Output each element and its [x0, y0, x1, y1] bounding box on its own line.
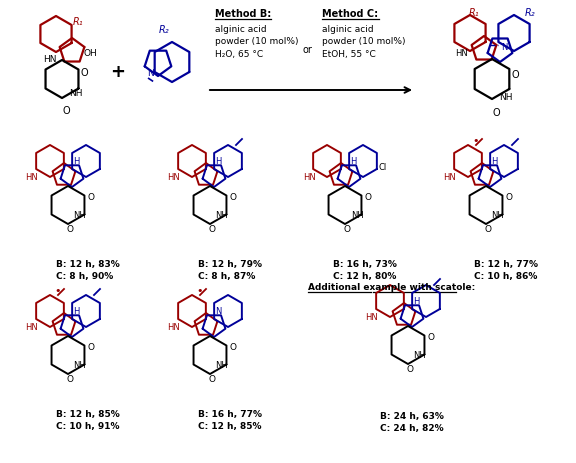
Text: B: 12 h, 83%: B: 12 h, 83%: [56, 261, 120, 269]
Text: O: O: [209, 225, 215, 234]
Text: R₁: R₁: [469, 8, 479, 18]
Text: NH: NH: [215, 361, 228, 369]
Text: powder (10 mol%): powder (10 mol%): [215, 38, 298, 46]
Text: NH: NH: [215, 211, 228, 219]
Text: C: 12 h, 80%: C: 12 h, 80%: [333, 273, 396, 282]
Text: H: H: [73, 307, 79, 315]
Text: B: 12 h, 79%: B: 12 h, 79%: [198, 261, 262, 269]
Text: Additional example with scatole:: Additional example with scatole:: [308, 282, 475, 292]
Text: NH: NH: [492, 211, 505, 219]
Text: O: O: [229, 193, 237, 201]
Text: O: O: [80, 68, 88, 78]
Text: NH: NH: [74, 211, 86, 219]
Text: R₂: R₂: [158, 25, 169, 35]
Text: O: O: [506, 193, 513, 201]
Text: EtOH, 55 °C: EtOH, 55 °C: [322, 50, 376, 58]
Text: O: O: [407, 365, 414, 375]
Text: N: N: [501, 43, 507, 51]
Text: HN: HN: [168, 173, 180, 181]
Text: powder (10 mol%): powder (10 mol%): [322, 38, 406, 46]
Text: B: 16 h, 73%: B: 16 h, 73%: [333, 261, 397, 269]
Text: H: H: [491, 156, 497, 165]
Text: O: O: [511, 70, 519, 80]
Text: HN: HN: [43, 55, 57, 63]
Text: R₂: R₂: [525, 8, 535, 18]
Text: C: 24 h, 82%: C: 24 h, 82%: [380, 425, 444, 433]
Text: HN: HN: [366, 313, 378, 321]
Text: HN: HN: [25, 173, 39, 181]
Text: C: 8 h, 87%: C: 8 h, 87%: [198, 273, 255, 282]
Text: O: O: [343, 225, 351, 234]
Text: B: 16 h, 77%: B: 16 h, 77%: [198, 411, 262, 419]
Text: O: O: [88, 193, 94, 201]
Text: NH: NH: [414, 350, 426, 359]
Text: or: or: [302, 45, 312, 55]
Text: HN: HN: [456, 49, 468, 57]
Text: O: O: [62, 106, 70, 116]
Text: N: N: [215, 307, 221, 315]
Text: HN: HN: [444, 173, 456, 181]
Text: alginic acid: alginic acid: [322, 25, 374, 35]
Text: O: O: [66, 375, 74, 384]
Text: C: 8 h, 90%: C: 8 h, 90%: [56, 273, 113, 282]
Text: H₂O, 65 °C: H₂O, 65 °C: [215, 50, 263, 58]
Text: O: O: [365, 193, 372, 201]
Text: Method C:: Method C:: [322, 9, 378, 19]
Text: H: H: [215, 156, 221, 165]
Text: N: N: [147, 69, 153, 79]
Text: O: O: [88, 343, 94, 351]
Text: O: O: [427, 332, 434, 342]
Text: NH: NH: [351, 211, 363, 219]
Text: C: 10 h, 91%: C: 10 h, 91%: [56, 423, 119, 432]
Text: HN: HN: [25, 323, 39, 332]
Text: O: O: [492, 108, 500, 118]
Text: C: 10 h, 86%: C: 10 h, 86%: [474, 273, 537, 282]
Text: H: H: [350, 156, 356, 165]
Text: C: 12 h, 85%: C: 12 h, 85%: [198, 423, 262, 432]
Text: O: O: [229, 343, 237, 351]
Text: HN: HN: [302, 173, 316, 181]
Text: O: O: [484, 225, 491, 234]
Text: Method B:: Method B:: [215, 9, 271, 19]
Text: B: 12 h, 77%: B: 12 h, 77%: [474, 261, 538, 269]
Text: O: O: [66, 225, 74, 234]
Text: +: +: [111, 63, 126, 81]
Text: HN: HN: [168, 323, 180, 332]
Text: •: •: [473, 136, 479, 146]
Text: Cl: Cl: [379, 163, 387, 171]
Text: B: 24 h, 63%: B: 24 h, 63%: [380, 413, 444, 421]
Text: NH: NH: [499, 93, 513, 101]
Text: H: H: [73, 156, 79, 165]
Text: B: 12 h, 85%: B: 12 h, 85%: [56, 411, 120, 419]
Text: alginic acid: alginic acid: [215, 25, 267, 35]
Text: NH: NH: [74, 361, 86, 369]
Text: O: O: [209, 375, 215, 384]
Text: H: H: [413, 296, 419, 306]
Text: NH: NH: [69, 89, 83, 99]
Text: •: •: [55, 286, 61, 296]
Text: R₁: R₁: [73, 17, 84, 27]
Text: •: •: [197, 286, 203, 296]
Text: OH: OH: [83, 49, 97, 57]
